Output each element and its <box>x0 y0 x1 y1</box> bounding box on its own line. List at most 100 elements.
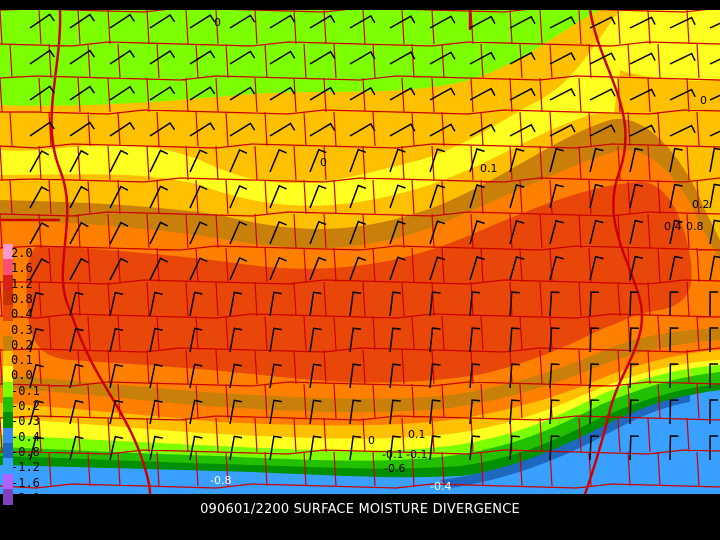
wind-barb <box>509 87 536 101</box>
wind-barb <box>429 123 456 137</box>
wind-barb <box>69 121 96 137</box>
field-red-core <box>26 182 692 383</box>
wind-barb <box>549 255 564 281</box>
wind-barb <box>589 435 600 461</box>
legend-label: -2.0 <box>11 490 40 505</box>
wind-barb <box>189 363 203 389</box>
wind-barb <box>69 85 96 101</box>
wind-barb <box>29 85 55 101</box>
wind-barb <box>429 327 441 353</box>
wind-barb <box>309 86 336 101</box>
wind-barb <box>269 220 287 245</box>
wind-barb <box>69 49 96 65</box>
wind-barb <box>309 220 327 245</box>
wind-barb <box>29 257 50 281</box>
contour-label: 0.1 <box>408 428 426 441</box>
contour-label: 0 <box>320 156 327 169</box>
wind-barb <box>629 327 639 353</box>
wind-barb <box>469 363 481 389</box>
wind-barb <box>389 435 401 461</box>
wind-barb <box>269 14 296 29</box>
wind-barb <box>549 183 564 209</box>
wind-barb <box>269 184 287 209</box>
wind-barb <box>389 51 416 65</box>
wind-barb <box>309 435 322 461</box>
wind-barb <box>389 327 401 353</box>
wind-barb <box>389 399 401 425</box>
wind-barb <box>229 50 256 65</box>
legend-swatch <box>3 335 13 352</box>
wind-barb <box>629 147 644 173</box>
wind-barb <box>109 85 136 101</box>
wind-barb <box>469 291 481 317</box>
wind-barb <box>669 327 679 353</box>
wind-barb <box>109 257 129 281</box>
wind-barb <box>189 149 208 173</box>
legend-swatch <box>3 488 13 505</box>
wind-barb <box>269 363 282 389</box>
wind-barb <box>309 327 322 353</box>
wind-barb <box>349 256 367 281</box>
contour-label: 0.8 <box>686 220 704 233</box>
contour-label: 0.4 <box>664 220 682 233</box>
wind-barb <box>69 257 89 281</box>
wind-barb <box>709 363 719 389</box>
wind-barb <box>69 185 89 209</box>
wind-barb <box>509 255 525 281</box>
wind-barb <box>269 435 282 461</box>
wind-barb <box>349 291 362 317</box>
wind-barb <box>149 121 176 137</box>
legend-swatch <box>3 259 13 276</box>
wind-barb <box>429 399 441 425</box>
legend-label: -0.2 <box>11 399 40 413</box>
wind-barb <box>629 363 639 389</box>
product-title: 090601/2200 SURFACE MOISTURE DIVERGENCE <box>200 502 520 517</box>
wind-barb <box>669 16 696 29</box>
wind-barb <box>389 123 416 137</box>
wind-barb <box>229 149 248 173</box>
wind-barb <box>669 124 696 137</box>
wind-barb <box>349 327 362 353</box>
field-blue <box>0 390 720 494</box>
wind-barb <box>669 363 679 389</box>
wind-barb <box>269 122 296 137</box>
wind-barb <box>709 94 720 101</box>
wind-barb <box>229 221 248 245</box>
wind-barb <box>589 124 616 137</box>
wind-barb <box>349 220 367 245</box>
field-dark-blue-band <box>440 395 690 488</box>
legend-swatch <box>3 289 13 306</box>
legend-label: -0.3 <box>11 414 40 429</box>
wind-barb <box>149 435 163 461</box>
wind-barb <box>29 327 44 353</box>
legend-label: -1.2 <box>11 460 40 475</box>
wind-barb <box>149 13 176 29</box>
wind-barb <box>229 327 243 353</box>
legend-label: -0.8 <box>11 444 40 459</box>
wind-barb <box>389 87 416 101</box>
legend-swatch <box>3 381 13 398</box>
wind-barb <box>629 52 656 65</box>
wind-barb <box>669 435 679 461</box>
wind-barb <box>109 221 129 245</box>
wind-barb <box>629 291 639 317</box>
contour-label: 0 <box>214 16 221 29</box>
wind-barb <box>109 121 136 137</box>
wind-barb <box>509 291 520 317</box>
wind-barb <box>269 50 296 65</box>
wind-barb <box>349 363 362 389</box>
wind-barb <box>109 363 124 389</box>
wind-barb <box>589 399 600 425</box>
wind-barb <box>309 363 322 389</box>
wind-barb <box>189 399 203 425</box>
wind-barb <box>389 363 401 389</box>
wind-barb <box>29 221 50 245</box>
wind-barb <box>149 85 176 101</box>
wind-barb <box>629 399 639 425</box>
contour-label: -0.4 <box>430 480 451 493</box>
wind-barb <box>509 147 525 173</box>
wind-barb <box>549 219 564 245</box>
wind-barb <box>29 13 55 29</box>
wind-barb <box>589 219 604 245</box>
wind-barb <box>189 14 216 29</box>
